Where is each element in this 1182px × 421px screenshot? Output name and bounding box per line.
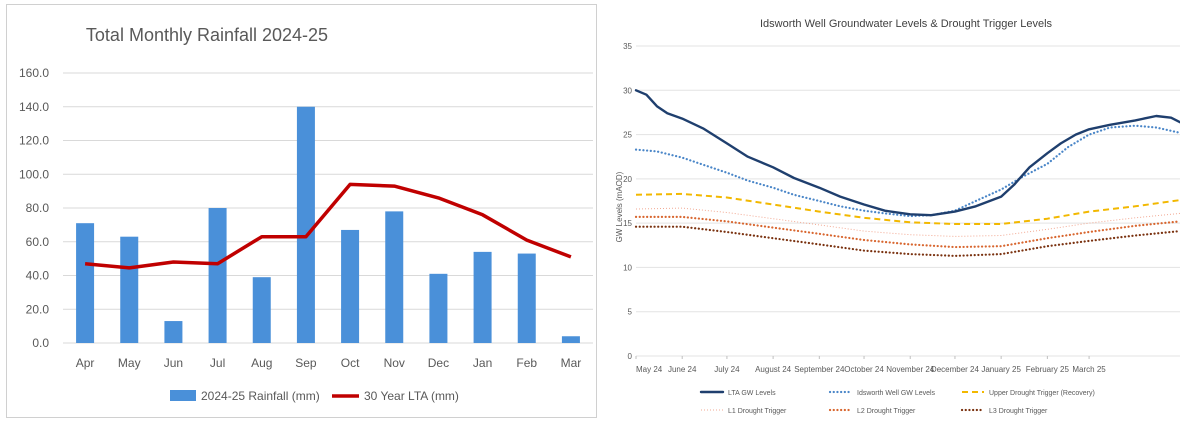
x-tick-label: February 25	[1026, 365, 1070, 374]
bar-feb	[517, 253, 536, 343]
x-tick-label: May	[118, 356, 141, 370]
y-tick-label: 0.0	[32, 336, 49, 350]
y-tick-label: 160.0	[19, 66, 49, 80]
x-tick-label: December 24	[931, 365, 980, 374]
series-line-0	[634, 89, 1180, 217]
bar-dec	[429, 273, 448, 343]
series-line-2	[635, 192, 1180, 225]
groundwater-chart: Idsworth Well Groundwater Levels & Droug…	[615, 18, 1180, 415]
x-tick-label: Aug	[251, 356, 272, 370]
y-tick-label: 5	[628, 308, 633, 317]
legend-label-1: Idsworth Well GW Levels	[857, 390, 936, 397]
y-axis-label: GW Levels (mAOD)	[615, 171, 624, 242]
x-tick-label: Nov	[384, 356, 405, 370]
x-tick-label: November 24	[886, 365, 935, 374]
series-line-1	[634, 124, 1180, 218]
series-line-4	[634, 215, 1180, 249]
bar-oct	[341, 229, 360, 343]
legend-label-3: L1 Drought Trigger	[728, 408, 787, 415]
x-tick-label: Sep	[295, 356, 317, 370]
chart-title: Idsworth Well Groundwater Levels & Droug…	[760, 18, 1053, 30]
y-tick-label: 15	[623, 219, 632, 228]
bar-may	[120, 236, 139, 343]
x-tick-label: Mar	[561, 356, 582, 370]
x-tick-label: May 24	[636, 365, 663, 374]
x-tick-label: Apr	[76, 356, 95, 370]
x-tick-label: Feb	[516, 356, 537, 370]
x-tick-label: October 24	[844, 365, 884, 374]
y-tick-label: 60.0	[26, 235, 50, 249]
y-tick-label: 10	[623, 263, 632, 272]
y-tick-label: 80.0	[26, 201, 50, 215]
y-tick-label: 120.0	[19, 134, 49, 148]
rainfall-chart: Total Monthly Rainfall 2024-25 0.0 20.0 40…	[19, 25, 593, 403]
legend-label-4: L2 Drought Trigger	[857, 408, 916, 415]
y-tick-label: 40.0	[26, 269, 50, 283]
bar-sep	[296, 106, 315, 343]
legend-label-5: L3 Drought Trigger	[989, 408, 1048, 415]
x-tick-label: March 25	[1072, 365, 1106, 374]
rainfall-chart-panel: Total Monthly Rainfall 2024-25 0.0 20.0 40…	[6, 4, 597, 418]
y-tick-label: 30	[623, 86, 632, 95]
legend-label-2: Upper Drought Trigger (Recovery)	[989, 390, 1095, 397]
bar-jun	[164, 321, 183, 343]
x-tick-label: July 24	[714, 365, 740, 374]
bar-apr	[76, 223, 95, 343]
x-tick-label: January 25	[981, 365, 1021, 374]
x-tick-label: August 24	[755, 365, 792, 374]
x-tick-label: Jul	[210, 356, 225, 370]
bar-jan	[473, 251, 492, 343]
bar-mar	[561, 336, 580, 343]
y-tick-label: 0	[628, 352, 633, 361]
bar-nov	[385, 211, 404, 343]
x-tick-label: Dec	[428, 356, 449, 370]
legend-swatch-rainfall	[170, 390, 196, 401]
chart-title: Total Monthly Rainfall 2024-25	[86, 25, 328, 45]
groundwater-chart-panel: Idsworth Well Groundwater Levels & Droug…	[604, 4, 1180, 418]
legend-label-lta: 30 Year LTA (mm)	[364, 389, 459, 403]
legend-label-0: LTA GW Levels	[728, 390, 776, 397]
x-tick-label: Jan	[473, 356, 492, 370]
x-tick-label: September 24	[794, 365, 845, 374]
bar-jul	[208, 208, 227, 343]
lta-line	[84, 182, 572, 270]
y-tick-label: 20.0	[26, 302, 50, 316]
y-tick-label: 35	[623, 42, 632, 51]
series-line-5	[634, 225, 1180, 257]
x-tick-label: Jun	[164, 356, 183, 370]
legend-label-rainfall: 2024-25 Rainfall (mm)	[201, 389, 320, 403]
x-tick-label: Oct	[341, 356, 360, 370]
y-tick-label: 100.0	[19, 167, 49, 181]
x-tick-label: June 24	[668, 365, 697, 374]
bar-aug	[252, 277, 271, 343]
y-tick-label: 140.0	[19, 100, 49, 114]
y-tick-label: 25	[623, 131, 632, 140]
y-tick-label: 20	[623, 175, 632, 184]
